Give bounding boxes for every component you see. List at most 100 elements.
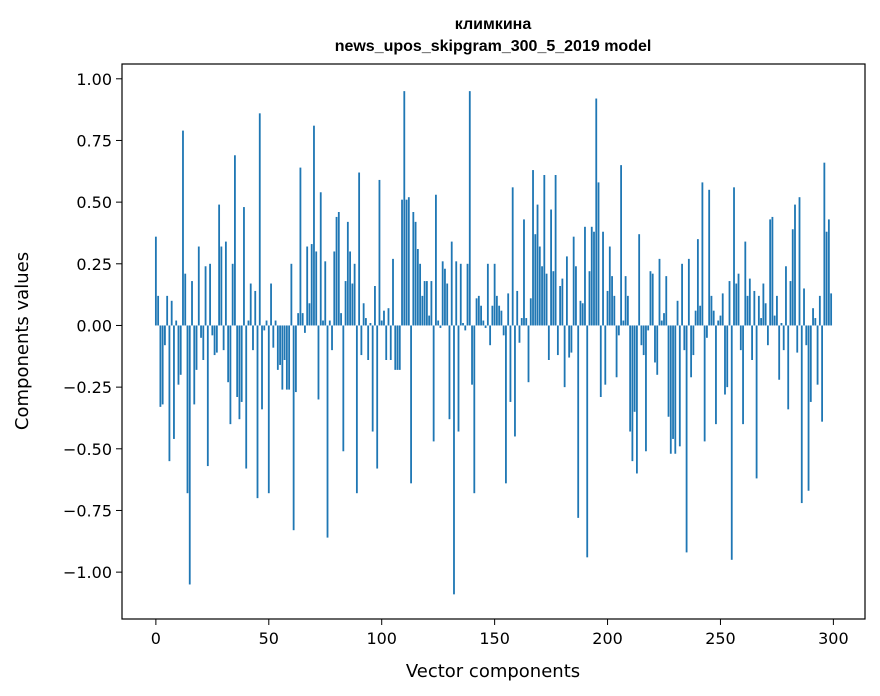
- bar-component-290: [809, 325, 812, 402]
- bar-component-282: [791, 229, 794, 326]
- bar-component-87: [351, 283, 354, 326]
- bar-component-249: [717, 320, 720, 326]
- bar-component-217: [645, 325, 647, 452]
- bar-component-170: [538, 246, 541, 326]
- bar-component-66: [304, 325, 306, 333]
- bar-component-24: [209, 263, 211, 326]
- bar-component-64: [299, 167, 302, 326]
- bar-component-241: [699, 305, 702, 326]
- bar-component-80: [335, 216, 338, 326]
- bar-component-174: [547, 325, 550, 360]
- bar-component-279: [785, 266, 787, 326]
- bar-component-178: [556, 325, 559, 356]
- y-tick-label: −0.75: [63, 501, 112, 520]
- bar-component-235: [685, 325, 688, 553]
- bar-component-43: [252, 325, 254, 351]
- bar-component-42: [249, 283, 252, 326]
- bar-component-261: [744, 241, 747, 326]
- bar-component-117: [419, 263, 422, 326]
- y-tick-label: −1.00: [63, 563, 112, 582]
- bar-component-65: [301, 313, 304, 326]
- bar-component-22: [204, 266, 207, 326]
- bar-component-62: [294, 325, 297, 393]
- bar-component-239: [694, 310, 697, 326]
- bar-component-275: [776, 295, 778, 326]
- bar-component-114: [412, 212, 415, 326]
- bar-component-26: [213, 325, 216, 356]
- bar-component-109: [401, 199, 403, 326]
- bar-component-10: [177, 325, 180, 385]
- bar-component-214: [638, 234, 641, 326]
- bar-component-77: [328, 320, 331, 326]
- bar-component-259: [739, 325, 742, 351]
- bar-component-104: [389, 325, 392, 360]
- bar-component-274: [773, 315, 776, 326]
- bar-component-73: [319, 192, 322, 326]
- bar-component-78: [331, 325, 333, 351]
- bar-component-189: [581, 303, 584, 326]
- bar-component-243: [703, 325, 706, 442]
- bar-component-156: [507, 293, 510, 326]
- x-axis-label: Vector components: [406, 661, 580, 682]
- bar-component-247: [712, 310, 715, 326]
- bar-component-248: [715, 325, 717, 425]
- bar-component-223: [658, 258, 661, 326]
- bar-component-44: [254, 290, 257, 326]
- bar-component-141: [473, 325, 476, 494]
- bar-component-210: [629, 325, 632, 432]
- bar-component-193: [590, 226, 593, 326]
- bar-component-238: [692, 325, 695, 356]
- bar-component-211: [631, 325, 634, 462]
- bar-component-122: [430, 281, 433, 326]
- bar-component-112: [407, 197, 410, 326]
- bar-component-253: [726, 325, 729, 388]
- bar-component-131: [450, 241, 453, 326]
- bar-component-188: [579, 300, 582, 326]
- bar-component-182: [565, 256, 568, 326]
- bar-component-76: [326, 325, 329, 538]
- bar-component-258: [737, 273, 740, 326]
- bar-component-283: [794, 204, 796, 326]
- bar-component-177: [554, 175, 557, 326]
- bar-component-84: [344, 281, 347, 326]
- bar-component-257: [735, 283, 738, 326]
- bar-component-13: [184, 273, 187, 326]
- bar-component-72: [317, 325, 320, 400]
- bar-component-115: [414, 221, 417, 326]
- bar-component-284: [796, 325, 799, 353]
- bar-component-232: [678, 325, 681, 447]
- bar-component-272: [769, 219, 772, 326]
- bar-component-288: [805, 325, 808, 346]
- bar-component-206: [620, 165, 622, 326]
- bar-component-176: [552, 271, 555, 326]
- bar-component-143: [477, 295, 480, 326]
- bar-component-75: [324, 261, 327, 326]
- bar-component-250: [719, 315, 722, 326]
- bar-component-3: [161, 325, 164, 405]
- bar-component-35: [234, 155, 236, 326]
- bar-component-61: [292, 325, 295, 531]
- bar-component-99: [378, 179, 381, 326]
- bar-component-32: [227, 325, 230, 383]
- bar-component-227: [667, 325, 670, 417]
- bar-component-164: [525, 318, 528, 326]
- bar-component-149: [491, 305, 494, 326]
- bar-component-151: [495, 295, 498, 326]
- bar-component-30: [222, 325, 225, 351]
- bar-component-48: [263, 325, 266, 331]
- bar-component-136: [462, 323, 464, 326]
- plot-frame: [121, 63, 866, 620]
- bar-component-27: [215, 325, 218, 353]
- bar-component-289: [807, 325, 810, 491]
- bar-component-181: [563, 325, 566, 388]
- bar-component-85: [346, 221, 349, 326]
- bar-component-280: [787, 325, 790, 410]
- bar-component-244: [706, 325, 708, 338]
- bar-component-198: [602, 231, 604, 326]
- bar-component-191: [586, 325, 589, 558]
- bar-component-220: [651, 273, 654, 326]
- bar-component-15: [188, 325, 191, 585]
- bar-component-52: [272, 325, 275, 348]
- bar-component-14: [186, 325, 189, 494]
- y-tick-label: −0.25: [63, 378, 112, 397]
